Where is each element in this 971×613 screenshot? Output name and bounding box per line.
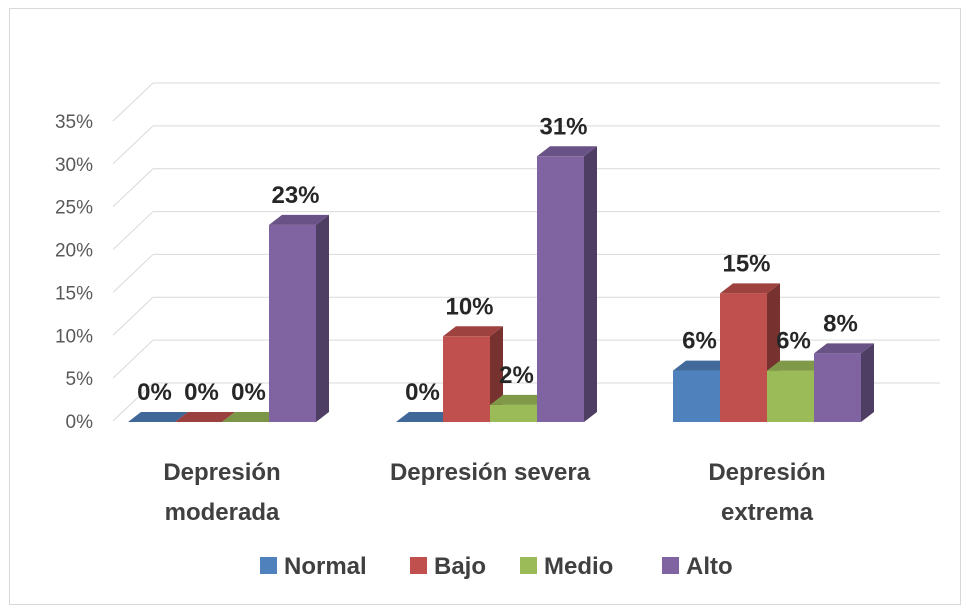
legend-label: Alto [686, 553, 733, 580]
bar-alto [269, 214, 329, 422]
bar-top [537, 146, 597, 157]
bar-front [673, 370, 720, 422]
bar-alto [537, 146, 597, 423]
bar-top [720, 283, 780, 294]
gridline-side [112, 82, 154, 122]
category-label: extrema [721, 499, 814, 526]
bar-side [861, 343, 874, 422]
bar-top [222, 412, 282, 422]
legend-swatch [410, 557, 427, 574]
y-tick-label: 0% [66, 412, 94, 433]
bar-front [490, 404, 537, 422]
data-label: 2% [499, 362, 534, 389]
chart-frame: 0% 5% 10% 15% 20% 25% 30% 35% 0% 0% 0% 23% 0% 10% 2% 31… [9, 8, 961, 605]
data-label: 8% [823, 310, 858, 337]
bar-top [396, 412, 456, 422]
bar-bajo [175, 412, 235, 422]
y-tick-label: 15% [55, 283, 93, 304]
data-label: 0% [137, 379, 172, 406]
legend-item-bajo: Bajo [410, 553, 486, 580]
y-tick-label: 30% [55, 155, 93, 176]
gridline-side [112, 211, 154, 250]
gridline-side [112, 296, 154, 336]
bar-front [537, 156, 584, 423]
y-axis-tick-labels: 0% 5% 10% 15% 20% 25% 30% 35% [55, 112, 93, 433]
bar-front [720, 293, 767, 422]
category-label: moderada [165, 499, 280, 526]
bar-top [490, 394, 550, 405]
data-label: 10% [445, 293, 493, 320]
gridline-side [112, 125, 154, 165]
bar-top [128, 412, 188, 422]
bar-normal [128, 412, 188, 422]
category-label: Depresión [163, 459, 280, 486]
legend-label: Bajo [434, 553, 486, 580]
data-label: 6% [776, 328, 811, 355]
data-label: 23% [271, 182, 319, 209]
data-label: 0% [231, 379, 266, 406]
gridline-side [112, 382, 154, 422]
data-label: 15% [722, 250, 770, 277]
y-tick-label: 35% [55, 112, 93, 133]
bar-front [269, 224, 316, 422]
gridline-side [112, 254, 154, 293]
x-axis-category-labels: Depresión moderada Depresión severa Depresi… [163, 459, 825, 526]
y-tick-label: 10% [55, 326, 93, 347]
legend-item-alto: Alto [662, 553, 733, 580]
bar-top [767, 360, 827, 371]
bar-front [767, 370, 814, 422]
data-label: 31% [539, 113, 587, 140]
data-label: 0% [184, 379, 219, 406]
y-tick-label: 25% [55, 198, 93, 219]
bar-alto [814, 343, 874, 422]
bar-top [269, 214, 329, 225]
legend-swatch [260, 557, 277, 574]
bar-chart: 0% 5% 10% 15% 20% 25% 30% 35% 0% 0% 0% 23% 0% 10% 2% 31… [55, 82, 940, 580]
legend-swatch [520, 557, 537, 574]
bars [128, 146, 874, 423]
y-tick-label: 5% [66, 369, 94, 390]
bar-normal [396, 412, 456, 422]
legend-label: Normal [284, 553, 367, 580]
legend: Normal Bajo Medio Alto [260, 553, 733, 580]
legend-item-normal: Normal [260, 553, 367, 580]
legend-item-medio: Medio [520, 553, 613, 580]
bar-top [175, 412, 235, 422]
legend-label: Medio [544, 553, 613, 580]
gridline-side [112, 168, 154, 208]
category-label: Depresión severa [390, 459, 591, 486]
bar-side [316, 214, 329, 422]
bar-top [673, 360, 733, 371]
y-tick-label: 20% [55, 241, 93, 262]
bar-medio [222, 412, 282, 422]
data-label: 6% [682, 328, 717, 355]
bar-top [443, 326, 503, 337]
category-label: Depresión [708, 459, 825, 486]
bar-front [814, 353, 861, 422]
data-label: 0% [405, 379, 440, 406]
bar-front [443, 336, 490, 422]
gridline-side [112, 339, 154, 379]
legend-swatch [662, 557, 679, 574]
bar-top [814, 343, 874, 354]
data-labels: 0% 0% 0% 23% 0% 10% 2% 31% 6% 15% 6% 8% [137, 113, 858, 406]
bar-side [584, 146, 597, 423]
